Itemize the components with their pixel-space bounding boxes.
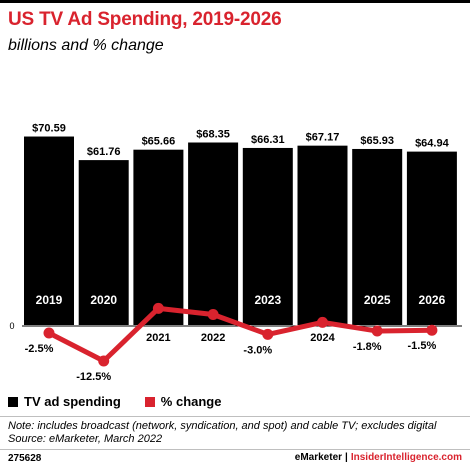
- pct-label-2022: 4.1%: [201, 296, 226, 308]
- legend-item-line: % change: [144, 394, 222, 409]
- x-tick-label-2020: 2020: [90, 293, 117, 307]
- pct-point-2024: [317, 316, 328, 328]
- pct-point-2020: [98, 355, 110, 367]
- x-tick-label-2023: 2023: [254, 293, 281, 307]
- bar-2021: [133, 149, 184, 325]
- pct-point-2023: [262, 328, 274, 340]
- chart-area: $70.59 $61.76 $65.66 $68.35 $66.31 $67.17 $65.…: [9, 123, 462, 383]
- source-text: Source: eMarketer, March 2022: [8, 433, 163, 445]
- bar-value-label-2021: $65.66: [142, 136, 176, 148]
- x-tick-label-2025: 2025: [364, 293, 391, 307]
- footer-brand: eMarketer | InsiderIntelligence.com: [295, 452, 462, 463]
- legend-swatch-bar: [8, 396, 18, 407]
- chart-subtitle: billions and % change: [8, 37, 164, 54]
- bar-value-label-2019: $70.59: [32, 123, 66, 135]
- legend-item-bar: TV ad spending: [8, 394, 121, 409]
- bar-2024: [297, 145, 348, 325]
- pct-point-2022: [207, 309, 219, 321]
- legend-label-bar: TV ad spending: [24, 394, 121, 409]
- bar-2023: [242, 147, 293, 325]
- legend-swatch-line: [144, 396, 155, 407]
- pct-change-line: [47, 305, 432, 364]
- x-tick-label-2022: 2022: [201, 332, 225, 344]
- legend: TV ad spending % change: [8, 394, 245, 409]
- brand-separator: |: [345, 452, 348, 463]
- brand-site: InsiderIntelligence.com: [350, 452, 462, 463]
- bar-value-label-2026: $64.94: [415, 138, 450, 150]
- x-tick-label-2019: 2019: [36, 293, 63, 307]
- chart-note: Note: includes broadcast (network, syndi…: [8, 420, 436, 446]
- legend-label-line: % change: [160, 394, 222, 409]
- bar-2020: [78, 160, 129, 325]
- bar-2019: [24, 136, 74, 325]
- divider-bottom: [0, 449, 470, 450]
- pct-point-2021: [152, 302, 164, 314]
- x-tick-label-2026: 2026: [419, 293, 446, 307]
- bar-2025: [352, 148, 403, 325]
- pct-label-2021: 6.3%: [146, 289, 171, 301]
- pct-point-2026: [426, 324, 438, 336]
- pct-label-2020: -12.5%: [76, 371, 111, 383]
- bar-value-label-2023: $66.31: [251, 134, 285, 146]
- pct-label-2026: -1.5%: [408, 340, 437, 352]
- pct-label-2019: -2.5%: [25, 343, 54, 355]
- pct-label-2025: -1.8%: [353, 341, 382, 353]
- note-text: Note: includes broadcast (network, syndi…: [8, 420, 437, 432]
- bar-2022: [188, 142, 239, 325]
- bar-value-label-2025: $65.93: [360, 135, 394, 147]
- x-tick-label-2021: 2021: [146, 332, 170, 344]
- top-rule: [0, 0, 470, 3]
- bar-2026: [406, 151, 457, 325]
- pct-point-2025: [371, 325, 383, 337]
- bar-value-label-2020: $61.76: [87, 146, 121, 158]
- brand-name: eMarketer: [294, 452, 343, 463]
- bar-value-label-2024: $67.17: [306, 132, 340, 144]
- pct-label-2024: 1.3%: [310, 303, 335, 315]
- chart-title: US TV Ad Spending, 2019-2026: [8, 9, 282, 30]
- chart-id: 275628: [8, 453, 42, 464]
- pct-label-2023: -3.0%: [243, 344, 272, 356]
- bar-value-label-2022: $68.35: [196, 129, 230, 141]
- x-tick-label-2024: 2024: [310, 332, 335, 344]
- y-axis-zero-label: 0: [9, 321, 14, 331]
- pct-point-2019: [43, 327, 55, 339]
- divider-top: [0, 416, 470, 417]
